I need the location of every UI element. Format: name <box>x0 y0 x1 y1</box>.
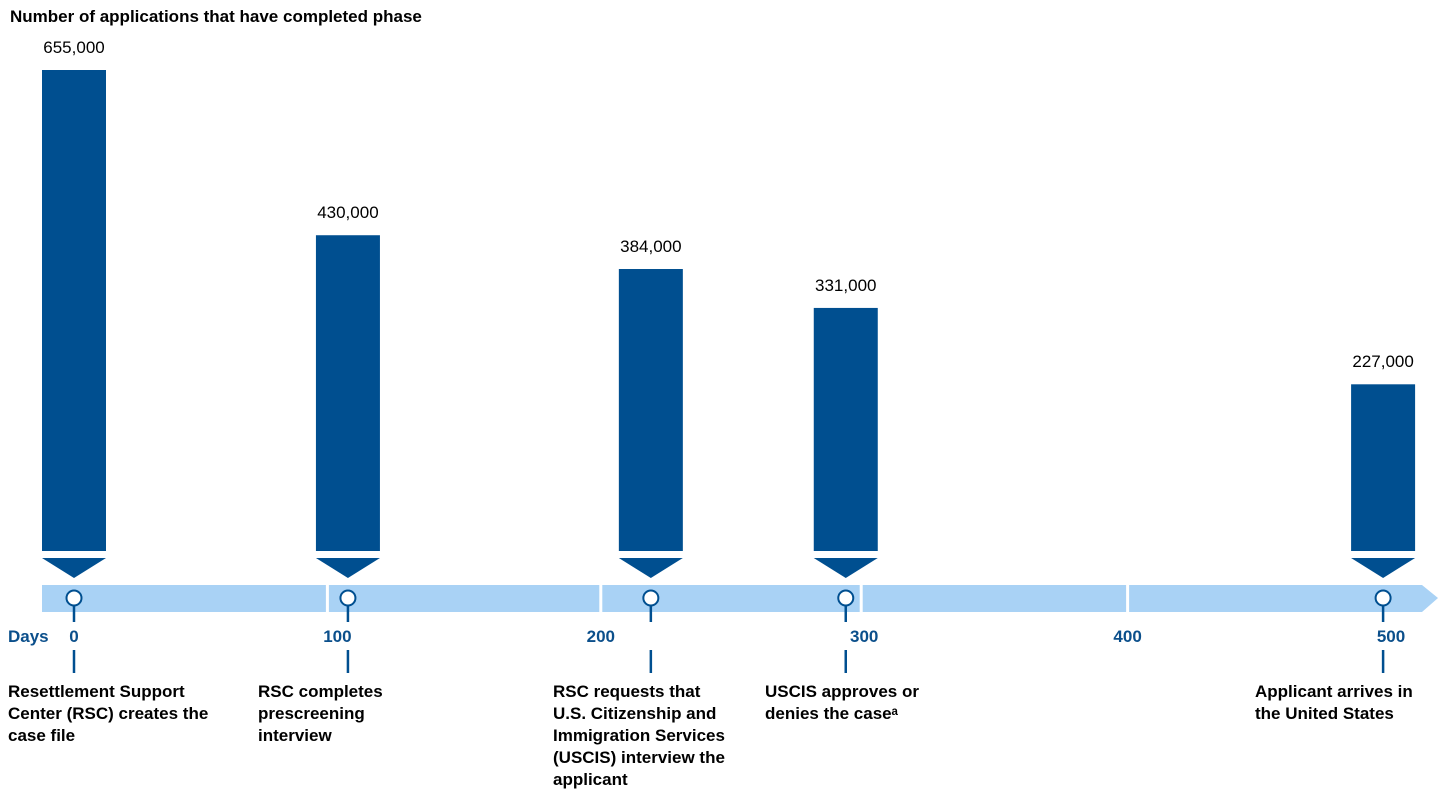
bar <box>813 307 878 551</box>
milestone-line: prescreening <box>258 704 365 723</box>
milestone-description: Resettlement Support Center (RSC) creates… <box>8 681 208 747</box>
bar-value-label: 655,000 <box>43 38 105 57</box>
chart-title: Number of applications that have complet… <box>10 7 422 26</box>
milestone-description: USCIS approves or denies the caseᵃ <box>765 681 919 725</box>
milestone-line: Resettlement Support <box>8 682 185 701</box>
milestone-marker <box>339 589 357 607</box>
milestone-line: Immigration Services <box>553 726 725 745</box>
milestone-line: RSC completes <box>258 682 383 701</box>
milestone-line: (USCIS) interview the <box>553 748 725 767</box>
x-axis-label: Days <box>8 627 49 646</box>
milestone-line: U.S. Citizenship and <box>553 704 717 723</box>
bar <box>42 70 106 551</box>
milestone-line: RSC requests that <box>553 682 701 701</box>
x-tick-label: 500 <box>1376 627 1406 646</box>
x-tick-label: 0 <box>69 627 79 646</box>
bar-pointer <box>813 558 878 578</box>
milestone-marker <box>1374 589 1392 607</box>
milestone-description: Applicant arrives in the United States <box>1255 681 1413 725</box>
milestone-description: RSC completes prescreening interview <box>258 681 383 747</box>
milestone-line: interview <box>258 726 332 745</box>
bar-pointer <box>618 558 683 578</box>
milestone-marker <box>837 589 855 607</box>
bar-value-label: 384,000 <box>620 237 682 256</box>
bar <box>315 235 380 551</box>
bar <box>618 269 683 551</box>
milestone-line: USCIS approves or <box>765 682 919 701</box>
bar <box>1351 384 1416 551</box>
milestone-line: case file <box>8 726 76 745</box>
milestone-marker <box>642 589 660 607</box>
bar-pointer <box>1351 558 1416 578</box>
bar-value-label: 430,000 <box>317 203 379 223</box>
bar-pointer <box>42 558 106 578</box>
bar-value-label: 227,000 <box>1352 352 1414 372</box>
milestone-line: Applicant arrives in <box>1255 682 1413 701</box>
x-tick-label: 100 <box>323 627 352 646</box>
milestone-line: the United States <box>1255 704 1394 723</box>
bar-value-label: 331,000 <box>815 275 877 295</box>
x-tick-label: 300 <box>850 627 879 646</box>
milestone-line: denies the caseᵃ <box>765 704 899 723</box>
milestone-line: applicant <box>553 770 628 789</box>
timeline-band <box>42 585 1438 612</box>
x-tick-label: 400 <box>1113 627 1142 646</box>
milestone-description: RSC requests that U.S. Citizenship and Imm… <box>553 681 725 791</box>
x-tick-label: 200 <box>586 627 615 646</box>
milestone-line: Center (RSC) creates the <box>8 704 209 723</box>
bar-pointer <box>315 558 380 578</box>
milestone-marker <box>65 589 83 607</box>
